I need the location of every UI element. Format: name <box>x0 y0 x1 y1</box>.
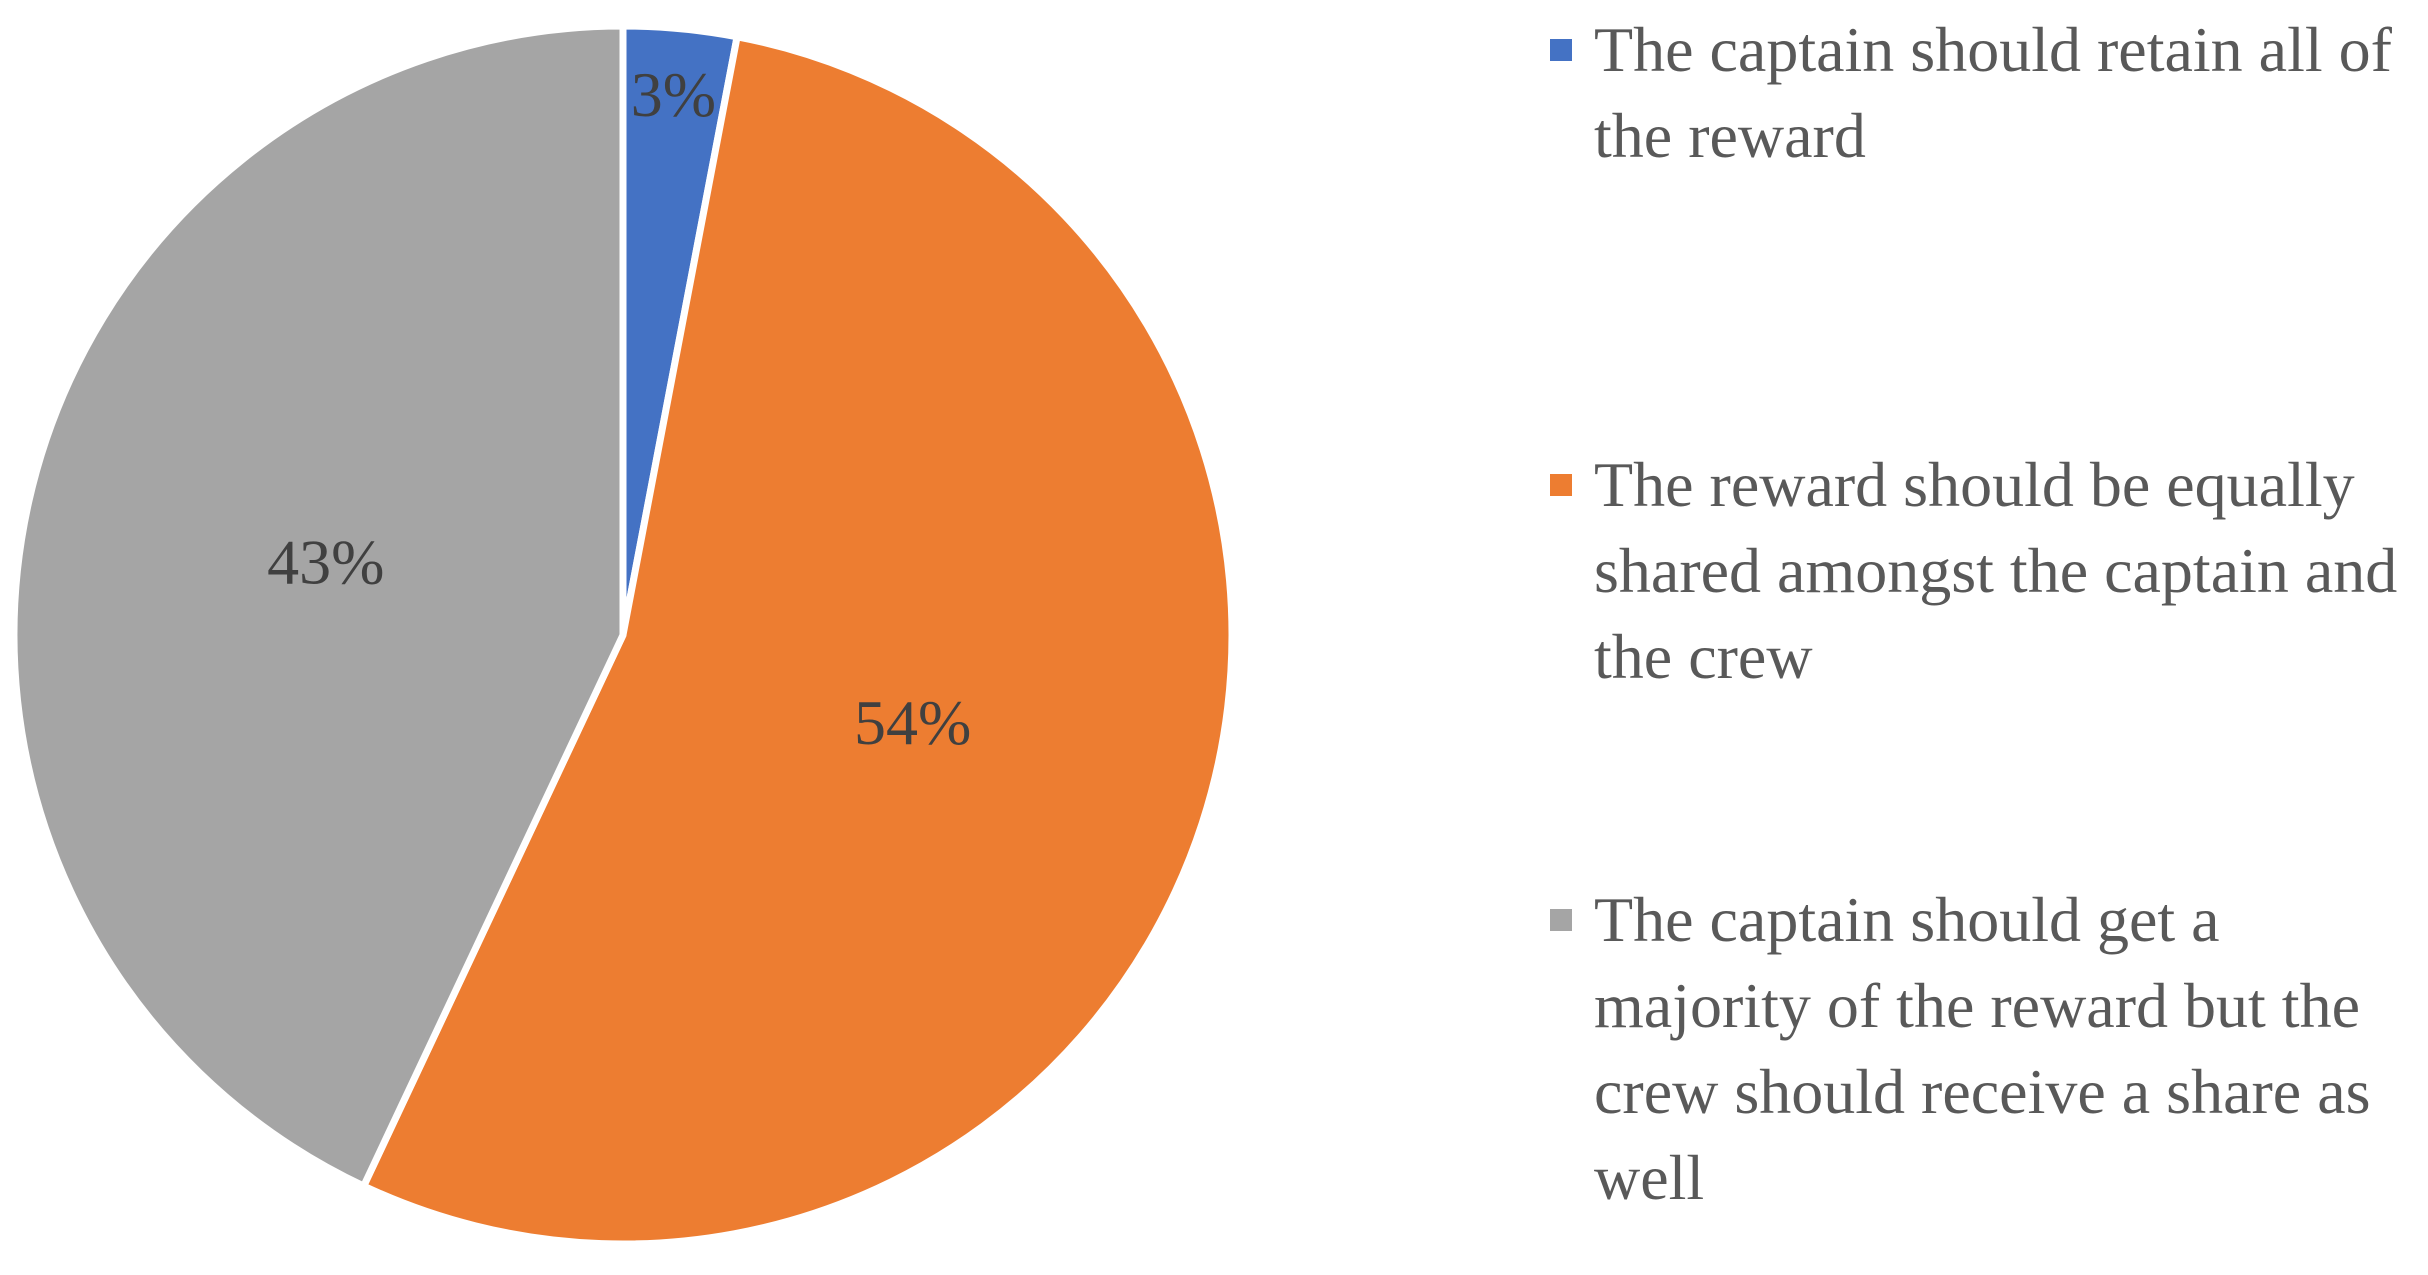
legend-label: The reward should be equally shared amon… <box>1594 449 2398 692</box>
data-label: 43% <box>267 526 384 597</box>
legend-item: The reward should be equally shared amon… <box>1550 442 2420 700</box>
legend-swatch <box>1550 39 1572 61</box>
legend-item: The captain should retain all of the rew… <box>1550 7 2420 179</box>
legend-item: The captain should get a majority of the… <box>1550 877 2420 1221</box>
data-label: 3% <box>631 59 716 130</box>
legend-label: The captain should get a majority of the… <box>1594 884 2371 1213</box>
pie-slice <box>10 22 627 1190</box>
pie-slice <box>360 33 1236 1248</box>
legend-swatch <box>1550 909 1572 931</box>
legend-swatch <box>1550 474 1572 496</box>
legend-label: The captain should retain all of the rew… <box>1594 14 2392 171</box>
data-label: 54% <box>854 687 971 758</box>
chart: 3% 54% 43% <box>10 22 1236 1248</box>
